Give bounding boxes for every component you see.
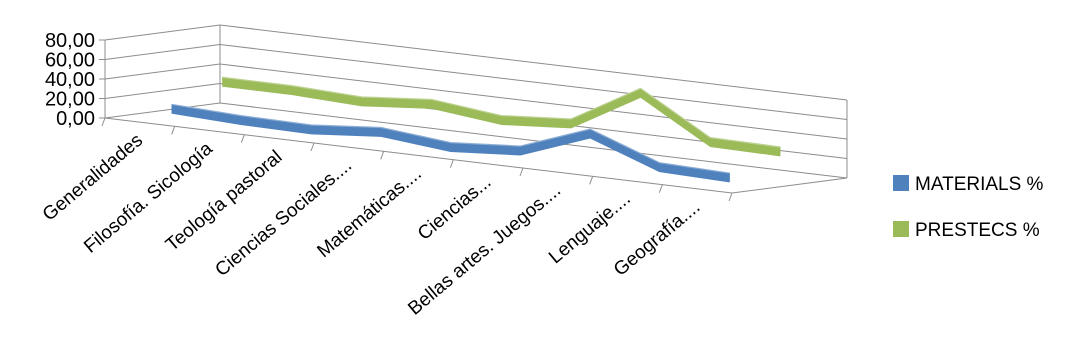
legend-swatch <box>893 175 909 191</box>
legend-swatch <box>893 221 909 237</box>
y-tick-label: 40,00 <box>45 69 95 91</box>
x-tick-mark <box>728 192 733 202</box>
x-tick-mark <box>380 151 385 160</box>
x-tick-mark <box>589 176 594 185</box>
series-highlight <box>171 103 730 174</box>
series-materials <box>171 103 730 183</box>
series-ribbon <box>222 76 781 157</box>
y-tick-label: 80,00 <box>45 30 95 52</box>
x-tick-mark <box>658 184 663 193</box>
y-tick-label: 20,00 <box>45 89 95 111</box>
legend: MATERIALS % PRESTECS % <box>893 174 1044 241</box>
gridline <box>104 24 848 101</box>
x-tick-mark <box>240 134 245 143</box>
y-tick-label: 60,00 <box>45 50 95 72</box>
series-ribbon <box>171 103 730 183</box>
x-tick-label: Ciencias Sociales.... <box>211 155 356 281</box>
x-tick-mark <box>101 117 106 127</box>
x-tick-mark <box>310 142 315 152</box>
series-highlight <box>222 76 781 148</box>
chart-series <box>171 76 781 183</box>
legend-label: PRESTECS % <box>915 220 1040 241</box>
x-tick-mark <box>171 126 176 135</box>
x-tick-label: Bellas artes. Juegos.... <box>404 180 565 320</box>
x-tick-label: Filosofía. Sicología <box>80 138 217 258</box>
x-tick-label: Ciencias... <box>414 172 495 245</box>
x-tick-mark <box>449 159 454 168</box>
series-prestecs <box>222 76 781 157</box>
legend-label: MATERIALS % <box>915 174 1044 195</box>
x-tick-mark <box>519 167 524 177</box>
y-tick-label: 0,00 <box>56 108 95 130</box>
